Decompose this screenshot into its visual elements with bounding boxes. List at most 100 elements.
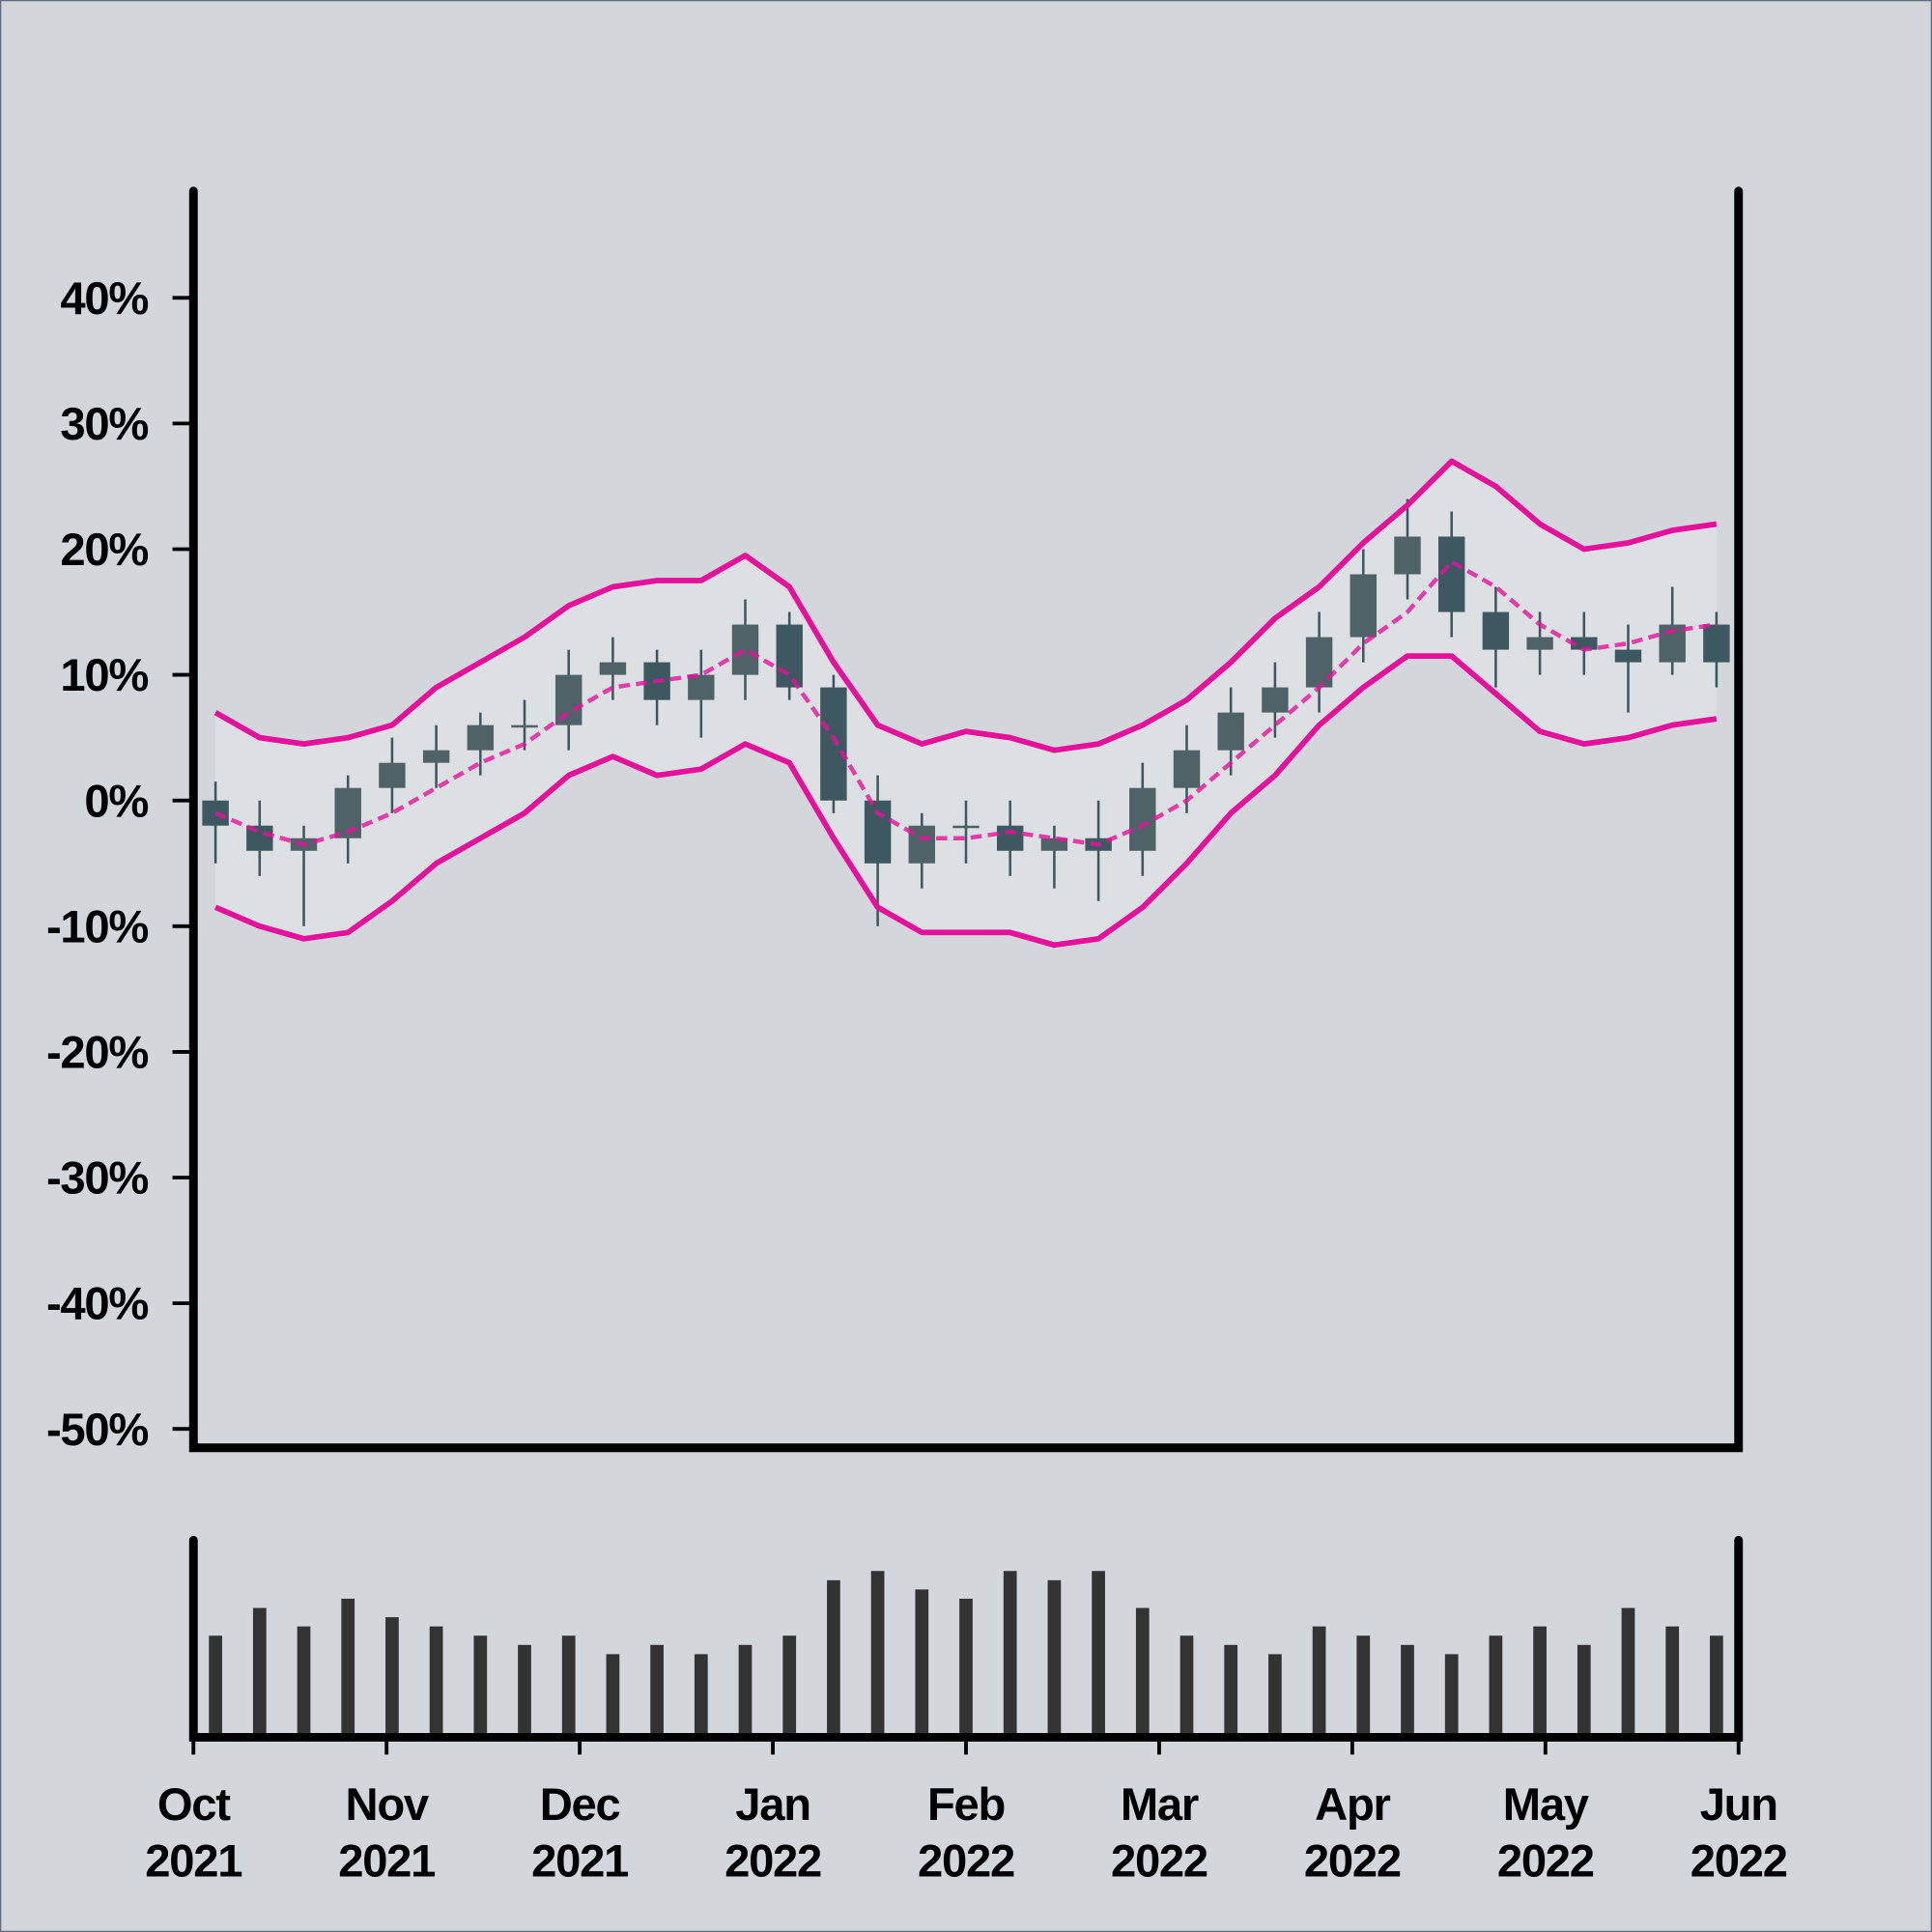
candle-body — [820, 687, 847, 801]
y-tick-label: 30% — [60, 399, 148, 450]
candle-body — [952, 825, 980, 829]
x-tick-label: Oct 2021 — [145, 1779, 242, 1888]
band-upper — [213, 458, 1718, 753]
volume-bar — [385, 1617, 399, 1738]
candle-body — [1614, 649, 1642, 663]
x-tick-label: Dec 2021 — [531, 1779, 628, 1888]
candle-body — [1262, 687, 1289, 713]
candle-body — [1350, 574, 1378, 638]
volume-bar — [959, 1598, 973, 1738]
volume-bar — [1489, 1635, 1503, 1738]
x-tick-label: Jun 2022 — [1690, 1779, 1787, 1888]
volume-bar — [1047, 1579, 1062, 1738]
candle-body — [1526, 637, 1553, 650]
volume-bar — [429, 1626, 443, 1738]
volume-bar — [252, 1607, 267, 1738]
volume-bar — [1577, 1644, 1591, 1738]
candle-body — [1040, 838, 1068, 851]
x-tick-month: Mar — [1121, 1779, 1199, 1831]
candle-body — [1129, 787, 1156, 851]
y-tick-label: 0% — [84, 776, 148, 827]
volume-bar — [1533, 1626, 1547, 1738]
x-tick-year: 2022 — [1497, 1836, 1594, 1888]
candle-body — [202, 800, 229, 826]
x-tick-year: 2022 — [1304, 1836, 1401, 1888]
candle-body — [1482, 611, 1510, 650]
volume-bar — [1665, 1626, 1680, 1738]
volume-bar — [915, 1589, 929, 1738]
x-tick-year: 2022 — [918, 1836, 1014, 1888]
candle-body — [467, 724, 495, 751]
candle-body — [1394, 536, 1421, 575]
volume-bar — [870, 1571, 885, 1738]
candle-body — [422, 750, 450, 763]
volume-bar — [1268, 1654, 1282, 1738]
x-tick-month: Jan — [735, 1779, 810, 1831]
candle-body — [599, 662, 627, 675]
y-tick-label: -50% — [46, 1405, 148, 1456]
x-tick-label: Jan 2022 — [724, 1779, 821, 1888]
candle-body — [1305, 637, 1333, 688]
volume-bar — [827, 1579, 840, 1738]
candle-body — [731, 624, 759, 675]
y-tick-label: 10% — [60, 650, 148, 701]
y-tick-label: 20% — [60, 525, 148, 576]
x-tick-label: Apr 2022 — [1304, 1779, 1401, 1888]
x-tick-year: 2021 — [338, 1836, 435, 1888]
x-tick-label: Mar 2022 — [1111, 1779, 1208, 1888]
volume-bar — [473, 1635, 488, 1738]
volume-bar — [1621, 1607, 1635, 1738]
candle-body — [776, 624, 803, 688]
candle-body — [1703, 624, 1730, 663]
volume-bar — [1710, 1635, 1723, 1738]
volume-bar — [209, 1635, 222, 1738]
volume-bar — [650, 1644, 664, 1738]
volume-bar — [1356, 1635, 1371, 1738]
y-tick-label: -30% — [46, 1153, 148, 1205]
price-axes — [188, 186, 1744, 1453]
volume-bar — [341, 1598, 355, 1738]
volume-bar — [1179, 1635, 1194, 1738]
candle-body — [688, 674, 715, 700]
volume-bar — [297, 1626, 311, 1738]
x-tick-month: Dec — [540, 1779, 620, 1831]
band-fill — [215, 461, 1717, 946]
candle-body — [996, 825, 1024, 851]
x-tick-month: Feb — [927, 1779, 1005, 1831]
x-tick-month: Nov — [346, 1779, 430, 1831]
volume-bar — [782, 1635, 797, 1738]
volume-bar — [738, 1644, 753, 1738]
y-tick-label: 40% — [60, 273, 148, 325]
volume-bar — [694, 1654, 708, 1738]
candle-body — [1173, 750, 1201, 788]
x-tick-label: Nov 2021 — [338, 1779, 435, 1888]
x-tick-year: 2022 — [1111, 1836, 1208, 1888]
candle-body — [1217, 712, 1244, 751]
x-tick-month: Oct — [157, 1779, 231, 1831]
volume-axes — [188, 1535, 1744, 1742]
x-tick-month: Apr — [1315, 1779, 1390, 1831]
candle-body — [511, 724, 538, 728]
volume-bar — [1444, 1654, 1459, 1738]
x-tick-label: Feb 2022 — [918, 1779, 1014, 1888]
volume-bar — [1224, 1644, 1238, 1738]
volume-bar — [1135, 1607, 1150, 1738]
candle-body — [1571, 637, 1598, 650]
x-tick-year: 2021 — [531, 1836, 628, 1888]
volume-bar — [561, 1635, 576, 1738]
volume-bar — [1401, 1644, 1414, 1738]
x-tick-year: 2021 — [145, 1836, 242, 1888]
band-lower — [213, 653, 1718, 949]
y-tick-label: -40% — [46, 1279, 148, 1330]
x-tick-year: 2022 — [724, 1836, 821, 1888]
x-tick-year: 2022 — [1690, 1836, 1787, 1888]
x-tick-month: Jun — [1700, 1779, 1777, 1831]
volume-bar — [606, 1654, 620, 1738]
x-tick-label: May 2022 — [1497, 1779, 1594, 1888]
volume-bar — [518, 1644, 531, 1738]
candle-body — [379, 762, 406, 788]
volume-bar — [1092, 1571, 1105, 1738]
x-tick-month: May — [1503, 1779, 1589, 1831]
